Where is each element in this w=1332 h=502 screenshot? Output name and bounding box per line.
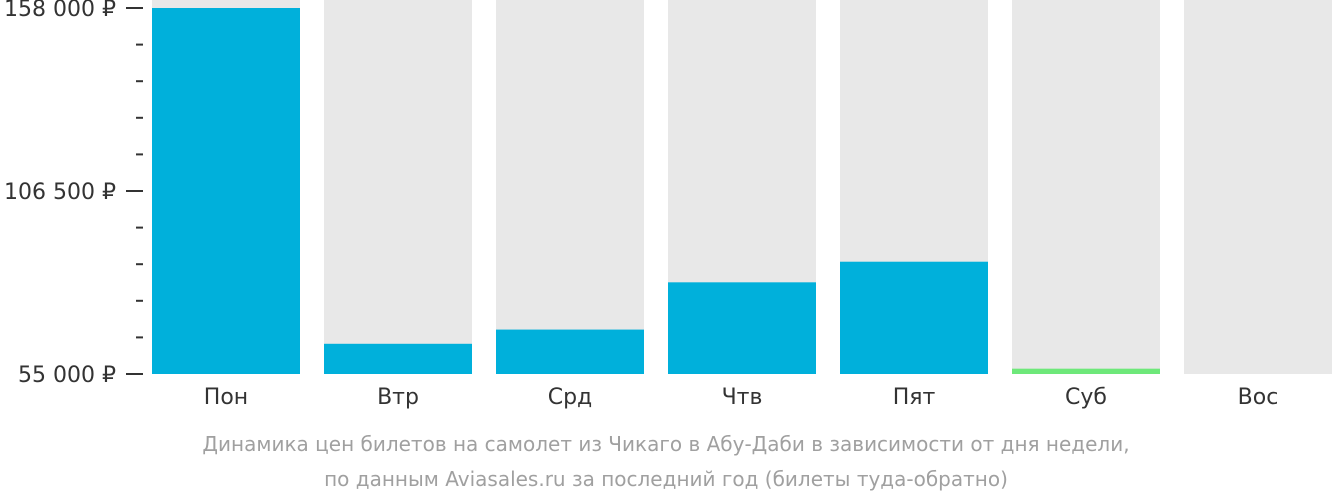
x-tick-label: Пон (204, 385, 248, 410)
x-tick-label: Втр (377, 385, 419, 410)
bar-lowest-price (1012, 368, 1160, 374)
x-tick-label: Срд (548, 385, 593, 410)
chart-caption-line-2: по данным Aviasales.ru за последний год … (324, 467, 1008, 491)
x-tick-label: Пят (893, 385, 936, 410)
x-tick-label: Чтв (722, 385, 763, 410)
x-tick-label: Суб (1065, 385, 1107, 410)
bar (152, 8, 300, 374)
y-tick-label: 158 000 ₽ (4, 0, 116, 22)
bar-track (1012, 0, 1160, 374)
bar (840, 261, 988, 374)
y-tick-label: 106 500 ₽ (4, 180, 116, 205)
bar-track (324, 0, 472, 374)
price-by-weekday-chart: 55 000 ₽ 106 500 ₽ 158 000 ₽ Пон Втр Срд Чтв Пя… (4, 0, 1332, 410)
bar-track (1184, 0, 1332, 374)
chart-caption-line-1: Динамика цен билетов на самолет из Чикаг… (202, 432, 1130, 456)
bar-track (496, 0, 644, 374)
bar (668, 282, 816, 374)
bar (324, 343, 472, 374)
x-tick-label: Вос (1238, 385, 1279, 410)
bar (496, 329, 644, 374)
y-tick-label: 55 000 ₽ (18, 363, 116, 388)
